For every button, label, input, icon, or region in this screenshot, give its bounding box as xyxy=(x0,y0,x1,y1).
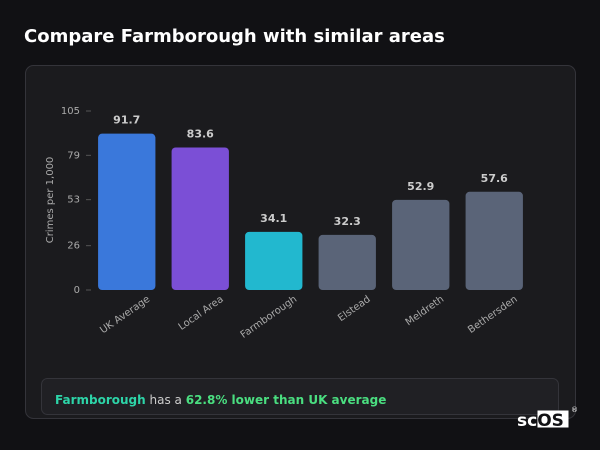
logo-left: sc xyxy=(517,411,537,431)
bar xyxy=(318,234,376,290)
bar xyxy=(392,199,450,290)
page-title: Compare Farmborough with similar areas xyxy=(24,26,445,47)
y-tick-label: 105 xyxy=(61,106,80,117)
value-label: 57.6 xyxy=(481,172,508,185)
logo-right: OS xyxy=(537,411,564,431)
value-label: 32.3 xyxy=(334,215,361,228)
value-label: 34.1 xyxy=(260,212,287,225)
summary-highlight: 62.8% lower than UK average xyxy=(186,393,387,407)
value-label: 52.9 xyxy=(407,180,434,193)
summary: Farmborough has a 62.8% lower than UK av… xyxy=(55,393,386,407)
summary-text: has a xyxy=(150,393,182,407)
logo-box xyxy=(537,410,569,428)
value-label: 83.6 xyxy=(187,127,214,140)
bar xyxy=(245,231,303,290)
y-tick-label: 0 xyxy=(74,285,80,296)
logo: scOS xyxy=(517,411,564,431)
y-tick-label: 26 xyxy=(67,241,80,252)
logo-mark: ® xyxy=(571,406,578,414)
summary-box xyxy=(41,378,559,415)
value-label: 91.7 xyxy=(113,114,140,127)
y-tick-label: 79 xyxy=(67,150,80,161)
bar xyxy=(98,133,156,290)
y-tick-label: 53 xyxy=(67,195,80,206)
y-axis-label: Crimes per 1,000 xyxy=(45,157,56,244)
bar xyxy=(171,147,229,290)
summary-place: Farmborough xyxy=(55,393,146,407)
bar xyxy=(465,191,523,290)
